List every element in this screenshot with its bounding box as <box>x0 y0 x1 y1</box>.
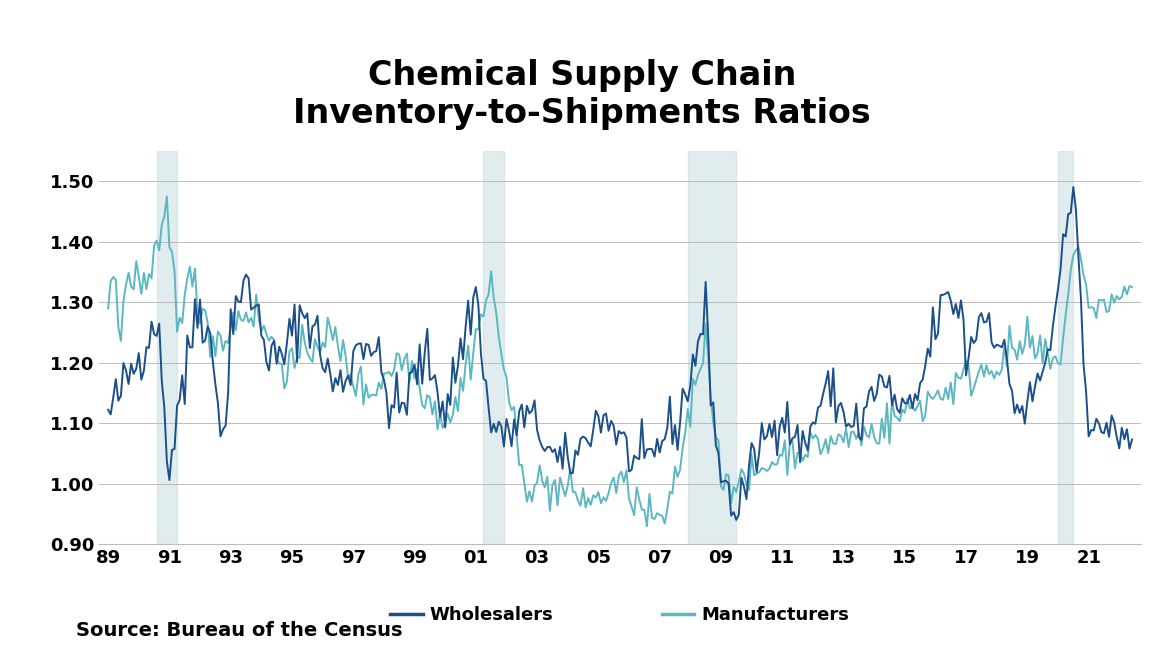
Wholesalers <box>1126 436 1140 443</box>
Manufacturers <box>1126 283 1140 291</box>
Wholesalers <box>647 453 661 461</box>
Manufacturers <box>101 304 115 312</box>
Wholesalers <box>745 439 759 447</box>
Line: Wholesalers: Wholesalers <box>108 187 1133 520</box>
Wholesalers <box>1066 183 1080 191</box>
Bar <box>483 151 504 544</box>
Text: Source: Bureau of the Census: Source: Bureau of the Census <box>76 621 402 640</box>
Manufacturers <box>1015 350 1029 358</box>
Bar <box>688 151 737 544</box>
Wholesalers <box>1013 409 1027 417</box>
Manufacturers <box>747 472 761 480</box>
Wholesalers <box>730 516 744 524</box>
Manufacturers <box>653 511 667 519</box>
Line: Manufacturers: Manufacturers <box>108 196 1133 526</box>
Manufacturers <box>946 400 960 408</box>
Manufacturers <box>640 522 654 530</box>
Text: Chemical Supply Chain
Inventory-to-Shipments Ratios: Chemical Supply Chain Inventory-to-Shipm… <box>293 59 871 131</box>
Wholesalers <box>944 297 958 304</box>
Manufacturers <box>634 506 648 514</box>
Wholesalers <box>632 455 646 463</box>
Bar <box>1058 151 1073 544</box>
Legend: Wholesalers, Manufacturers: Wholesalers, Manufacturers <box>383 599 857 631</box>
Manufacturers <box>159 192 173 200</box>
Wholesalers <box>101 406 115 414</box>
Manufacturers <box>232 307 246 315</box>
Wholesalers <box>229 292 243 300</box>
Bar <box>157 151 177 544</box>
